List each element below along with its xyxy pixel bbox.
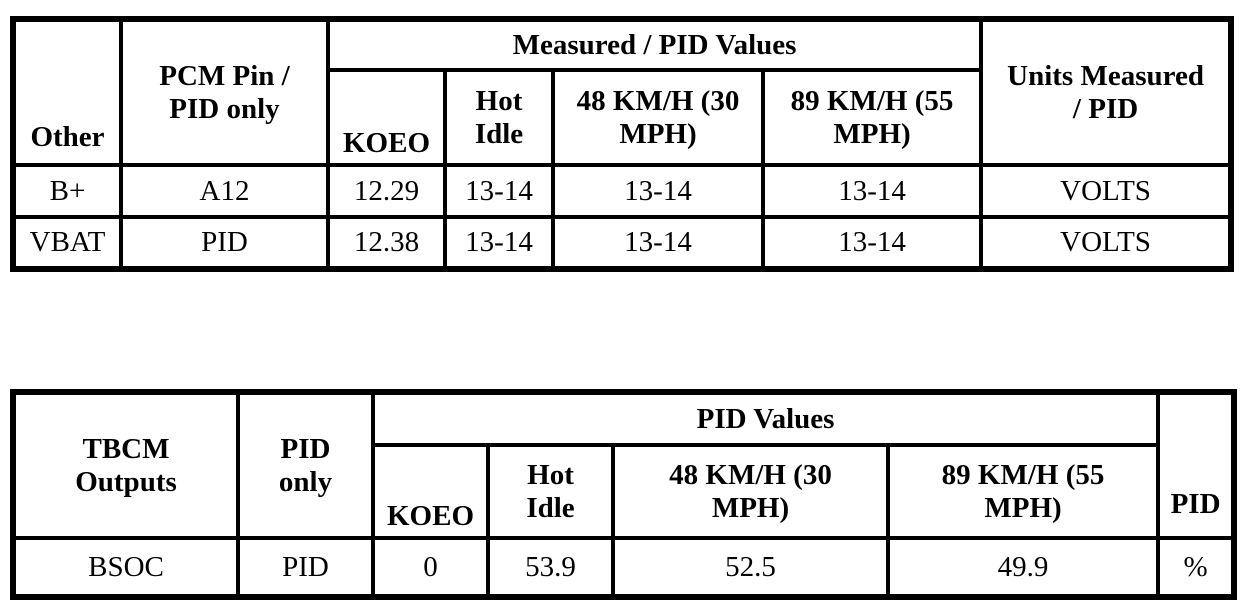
table-cell: 13-14 [551,215,765,271]
table-cell: VOLTS [979,215,1234,271]
table-subheader-row: KOEO Hot Idle 48 KM/H (30 MPH) 89 KM/H (… [13,443,1234,540]
header-48-kmh-30-mph: 48 KM/H (30 MPH) [611,443,890,540]
table-cell: BSOC [11,536,240,599]
header-pid-values: PID Values [370,390,1161,447]
table-row-bsoc: BSOC PID 0 53.9 52.5 49.9 % [11,536,1237,599]
table-cell: 13-14 [760,215,984,271]
table-cell: 53.9 [486,536,615,599]
table-cell: 12.38 [326,215,447,271]
table-cell: 13-14 [443,215,555,271]
table-cell: 13-14 [760,163,984,219]
table-cell: 13-14 [551,163,765,219]
measured-pid-values-table: Other PCM Pin / PID only Measured / PID … [10,16,1235,272]
header-89-kmh-55-mph: 89 KM/H (55 MPH) [885,443,1161,540]
table-row-vbat: VBAT PID 12.38 13-14 13-14 13-14 VOLTS [11,215,1234,271]
header-koeo: KOEO [326,68,447,167]
header-89-kmh-55-mph: 89 KM/H (55 MPH) [760,68,984,167]
header-48-kmh-30-mph: 48 KM/H (30 MPH) [551,68,765,167]
table-cell: 0 [371,536,490,599]
table-cell: A12 [119,163,330,219]
header-other: Other [11,17,123,167]
table-cell: PID [119,215,330,271]
header-pid-only: PID only [236,390,375,540]
header-hot-idle: Hot Idle [443,68,555,167]
table-cell: 12.29 [326,163,447,219]
header-tbcm-outputs: TBCM Outputs [11,390,240,540]
table-cell: % [1156,536,1237,599]
table-cell: VBAT [11,215,123,271]
table-header-row: TBCM Outputs PID only PID Values PID [11,390,1237,540]
table-cell: 13-14 [443,163,555,219]
table-cell: 49.9 [885,536,1161,599]
header-units-measured-pid: Units Measured / PID [979,17,1234,167]
tbcm-outputs-table: TBCM Outputs PID only PID Values PID KOE… [10,389,1238,600]
table-cell: B+ [11,163,123,219]
header-hot-idle: Hot Idle [486,443,615,540]
table-cell: VOLTS [979,163,1234,219]
table-cell: PID [236,536,375,599]
table-cell: 52.5 [611,536,890,599]
header-pcm-pin-pid-only: PCM Pin / PID only [119,17,330,167]
header-koeo: KOEO [371,443,490,540]
table-subheader-row: KOEO Hot Idle 48 KM/H (30 MPH) 89 KM/H (… [13,68,1231,167]
header-measured-pid-values: Measured / PID Values [325,17,984,72]
table-row-b-plus: B+ A12 12.29 13-14 13-14 13-14 VOLTS [11,163,1234,219]
header-pid: PID [1156,390,1237,540]
table-header-row: Other PCM Pin / PID only Measured / PID … [11,17,1234,167]
